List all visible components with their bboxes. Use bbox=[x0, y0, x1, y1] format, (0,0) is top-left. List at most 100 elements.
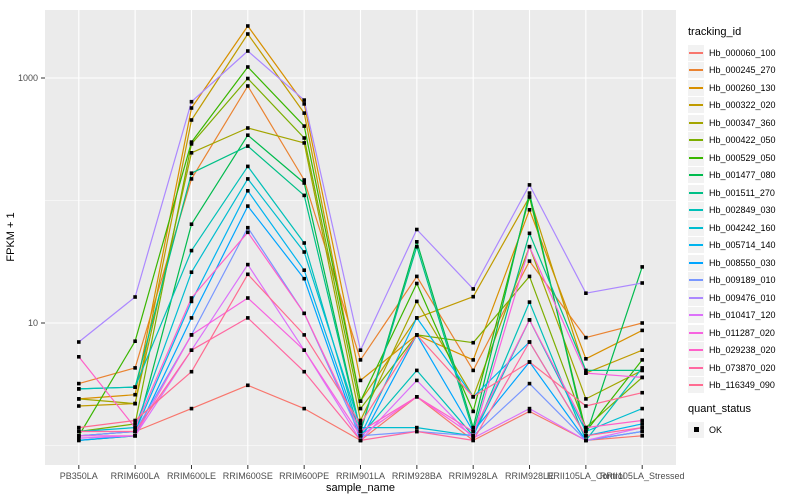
data-point bbox=[77, 436, 81, 440]
data-point bbox=[640, 368, 644, 373]
legend-item-label: Hb_000060_100 bbox=[709, 47, 776, 58]
data-point bbox=[471, 368, 475, 373]
data-point bbox=[302, 102, 306, 106]
legend-item: Hb_002849_030 bbox=[688, 202, 800, 220]
x-tick-label: RRIM901LA bbox=[336, 471, 385, 481]
legend-item: Hb_009476_010 bbox=[688, 289, 800, 307]
data-point bbox=[358, 438, 363, 443]
data-point bbox=[640, 328, 644, 333]
data-point bbox=[246, 24, 250, 28]
legend-item-ok: OK bbox=[688, 421, 800, 439]
legend-item-label: Hb_009189_010 bbox=[709, 275, 776, 286]
legend-key bbox=[688, 272, 704, 289]
data-point bbox=[415, 395, 419, 399]
data-point bbox=[246, 84, 250, 88]
legend-item-label: Hb_116349_090 bbox=[709, 380, 775, 391]
legend-key-line-icon bbox=[689, 69, 703, 72]
data-point bbox=[246, 49, 250, 53]
data-point bbox=[640, 281, 644, 285]
legend-key-line-icon bbox=[689, 261, 703, 264]
data-point bbox=[133, 295, 137, 299]
legend-item: Hb_116349_090 bbox=[688, 377, 800, 395]
data-point bbox=[471, 358, 475, 362]
legend-key bbox=[688, 342, 704, 359]
data-point bbox=[584, 425, 588, 430]
data-point bbox=[302, 369, 306, 374]
data-point bbox=[527, 318, 532, 322]
data-point bbox=[640, 429, 644, 434]
data-point bbox=[640, 375, 644, 380]
data-point bbox=[527, 340, 532, 344]
legend-item: Hb_001477_080 bbox=[688, 167, 800, 185]
data-point bbox=[246, 296, 250, 300]
legend-key-line-icon bbox=[689, 366, 703, 369]
data-point bbox=[358, 434, 363, 438]
legend-item: Hb_000529_050 bbox=[688, 149, 800, 167]
data-point bbox=[77, 404, 81, 408]
data-point bbox=[302, 348, 306, 352]
y-tick-label: 1000 bbox=[18, 73, 38, 83]
legend-key bbox=[688, 132, 704, 149]
legend-key-line-icon bbox=[689, 296, 703, 299]
data-point bbox=[133, 401, 137, 406]
x-axis-title: sample_name bbox=[326, 482, 395, 494]
data-point bbox=[246, 65, 250, 69]
legend-key-line-icon bbox=[689, 191, 703, 194]
legend-item-label: Hb_002849_030 bbox=[709, 205, 776, 216]
legend-item-label: Hb_011287_020 bbox=[709, 327, 775, 338]
legend-item: Hb_000322_020 bbox=[688, 97, 800, 115]
data-point bbox=[77, 434, 81, 438]
data-point bbox=[77, 355, 81, 359]
legend-key-line-icon bbox=[689, 121, 703, 124]
data-point bbox=[415, 333, 419, 337]
legend-key-line-icon bbox=[689, 174, 703, 177]
data-point bbox=[133, 418, 137, 423]
data-point bbox=[246, 272, 250, 277]
x-tick-label: RRIM600LE bbox=[167, 471, 216, 481]
data-point bbox=[640, 366, 644, 370]
legend-item-label: Hb_005714_140 bbox=[709, 240, 776, 251]
data-point bbox=[527, 259, 532, 263]
data-point bbox=[415, 425, 419, 430]
data-point bbox=[189, 270, 194, 274]
data-point bbox=[189, 171, 194, 175]
data-point bbox=[415, 316, 419, 320]
legend-key bbox=[688, 324, 704, 341]
legend-key-line-icon bbox=[689, 209, 703, 212]
data-point bbox=[415, 368, 419, 373]
data-point bbox=[133, 385, 137, 389]
data-point bbox=[246, 225, 250, 230]
data-point bbox=[640, 422, 644, 426]
data-point bbox=[246, 144, 250, 148]
y-tick-label: 10 bbox=[28, 318, 38, 328]
data-point bbox=[584, 397, 588, 401]
data-point bbox=[189, 296, 194, 300]
data-point bbox=[640, 425, 644, 430]
data-point bbox=[415, 281, 419, 286]
legend-key-line-icon bbox=[689, 86, 703, 89]
data-point bbox=[77, 425, 81, 430]
data-point bbox=[640, 390, 644, 395]
data-point bbox=[527, 231, 532, 236]
data-point bbox=[358, 418, 363, 423]
legend-key bbox=[688, 307, 704, 324]
legend-key-line-icon bbox=[689, 156, 703, 159]
data-point bbox=[246, 76, 250, 81]
legend-key-line-icon bbox=[689, 139, 703, 142]
data-point bbox=[358, 358, 363, 362]
data-point bbox=[415, 299, 419, 304]
legend-key bbox=[688, 254, 704, 271]
data-point bbox=[527, 244, 532, 249]
data-point bbox=[640, 265, 644, 269]
x-tick-label: RRII105LA_Stressed bbox=[600, 471, 685, 481]
data-point bbox=[415, 240, 419, 244]
data-point bbox=[640, 418, 644, 423]
legend-key-line-icon bbox=[689, 51, 703, 54]
data-point bbox=[358, 429, 363, 434]
legend-item-label: Hb_000322_020 bbox=[709, 100, 776, 111]
data-point bbox=[640, 358, 644, 362]
data-point bbox=[302, 333, 306, 337]
data-point bbox=[358, 399, 363, 403]
data-point bbox=[584, 404, 588, 408]
legend-key bbox=[688, 219, 704, 236]
